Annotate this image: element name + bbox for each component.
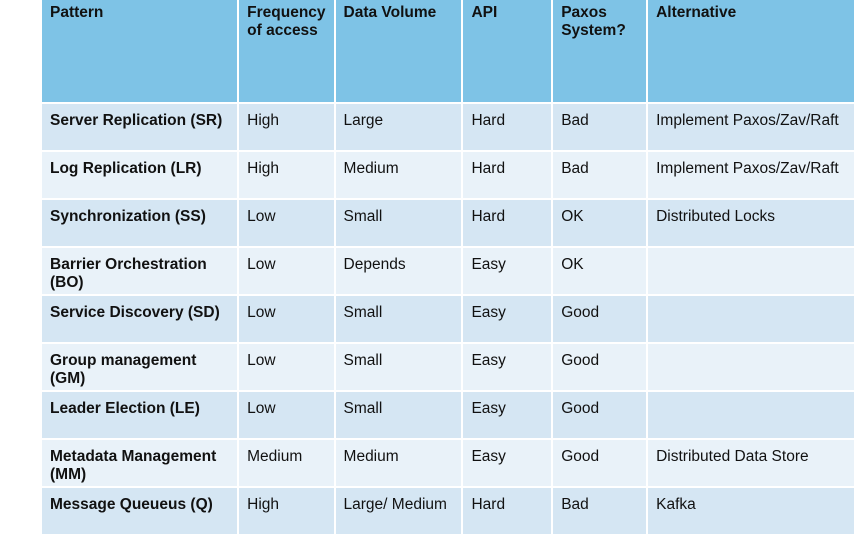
- frequency-cell: Medium: [239, 440, 334, 486]
- table-row: Metadata Management (MM) Medium Medium Easy…: [42, 440, 854, 486]
- header-api: API: [463, 0, 552, 102]
- data-volume-cell: Large: [335, 104, 462, 150]
- paxos-cell: Bad: [553, 152, 647, 198]
- pattern-cell: Service Discovery (SD): [42, 296, 238, 342]
- data-volume-cell: Small: [335, 344, 462, 390]
- pattern-cell: Metadata Management (MM): [42, 440, 238, 486]
- api-cell: Hard: [463, 104, 552, 150]
- header-data-volume: Data Volume: [335, 0, 462, 102]
- pattern-cell: Group management (GM): [42, 344, 238, 390]
- pattern-cell: Log Replication (LR): [42, 152, 238, 198]
- frequency-cell: Low: [239, 344, 334, 390]
- header-row: Pattern Frequency of access Data Volume …: [42, 0, 854, 102]
- frequency-cell: High: [239, 152, 334, 198]
- frequency-cell: Low: [239, 392, 334, 438]
- alternative-cell: Implement Paxos/Zav/Raft: [648, 152, 854, 198]
- api-cell: Hard: [463, 200, 552, 246]
- header-frequency: Frequency of access: [239, 0, 334, 102]
- pattern-cell: Barrier Orchestration (BO): [42, 248, 238, 294]
- table-row: Barrier Orchestration (BO) Low Depends Easy…: [42, 248, 854, 294]
- pattern-cell: Server Replication (SR): [42, 104, 238, 150]
- alternative-cell: [648, 248, 854, 294]
- api-cell: Hard: [463, 152, 552, 198]
- paxos-cell: Good: [553, 440, 647, 486]
- header-pattern: Pattern: [42, 0, 238, 102]
- data-volume-cell: Small: [335, 392, 462, 438]
- alternative-cell: [648, 344, 854, 390]
- api-cell: Easy: [463, 440, 552, 486]
- table-row: Log Replication (LR) High Medium Hard Bad Imp…: [42, 152, 854, 198]
- data-volume-cell: Small: [335, 200, 462, 246]
- frequency-cell: Low: [239, 248, 334, 294]
- frequency-cell: High: [239, 104, 334, 150]
- alternative-cell: [648, 392, 854, 438]
- header-paxos-system: Paxos System?: [553, 0, 647, 102]
- table-row: Synchronization (SS) Low Small Hard OK Distri…: [42, 200, 854, 246]
- api-cell: Easy: [463, 392, 552, 438]
- paxos-cell: OK: [553, 200, 647, 246]
- table-row: Server Replication (SR) High Large Hard Bad I…: [42, 104, 854, 150]
- data-volume-cell: Depends: [335, 248, 462, 294]
- api-cell: Easy: [463, 248, 552, 294]
- paxos-cell: Good: [553, 296, 647, 342]
- alternative-cell: Distributed Locks: [648, 200, 854, 246]
- table-body: Server Replication (SR) High Large Hard Bad I…: [42, 104, 854, 534]
- alternative-cell: Implement Paxos/Zav/Raft: [648, 104, 854, 150]
- alternative-cell: Distributed Data Store: [648, 440, 854, 486]
- header-alternative: Alternative: [648, 0, 854, 102]
- paxos-cell: Bad: [553, 104, 647, 150]
- paxos-cell: Good: [553, 392, 647, 438]
- pattern-cell: Synchronization (SS): [42, 200, 238, 246]
- comparison-table: Pattern Frequency of access Data Volume …: [40, 0, 856, 536]
- data-volume-cell: Medium: [335, 152, 462, 198]
- table-header: Pattern Frequency of access Data Volume …: [42, 0, 854, 102]
- table-row: Group management (GM) Low Small Easy Good: [42, 344, 854, 390]
- alternative-cell: [648, 296, 854, 342]
- data-volume-cell: Small: [335, 296, 462, 342]
- table-row: Service Discovery (SD) Low Small Easy Good: [42, 296, 854, 342]
- pattern-cell: Leader Election (LE): [42, 392, 238, 438]
- frequency-cell: Low: [239, 296, 334, 342]
- api-cell: Easy: [463, 296, 552, 342]
- api-cell: Easy: [463, 344, 552, 390]
- table-row: Leader Election (LE) Low Small Easy Good: [42, 392, 854, 438]
- frequency-cell: Low: [239, 200, 334, 246]
- paxos-cell: Good: [553, 344, 647, 390]
- paxos-cell: OK: [553, 248, 647, 294]
- data-volume-cell: Medium: [335, 440, 462, 486]
